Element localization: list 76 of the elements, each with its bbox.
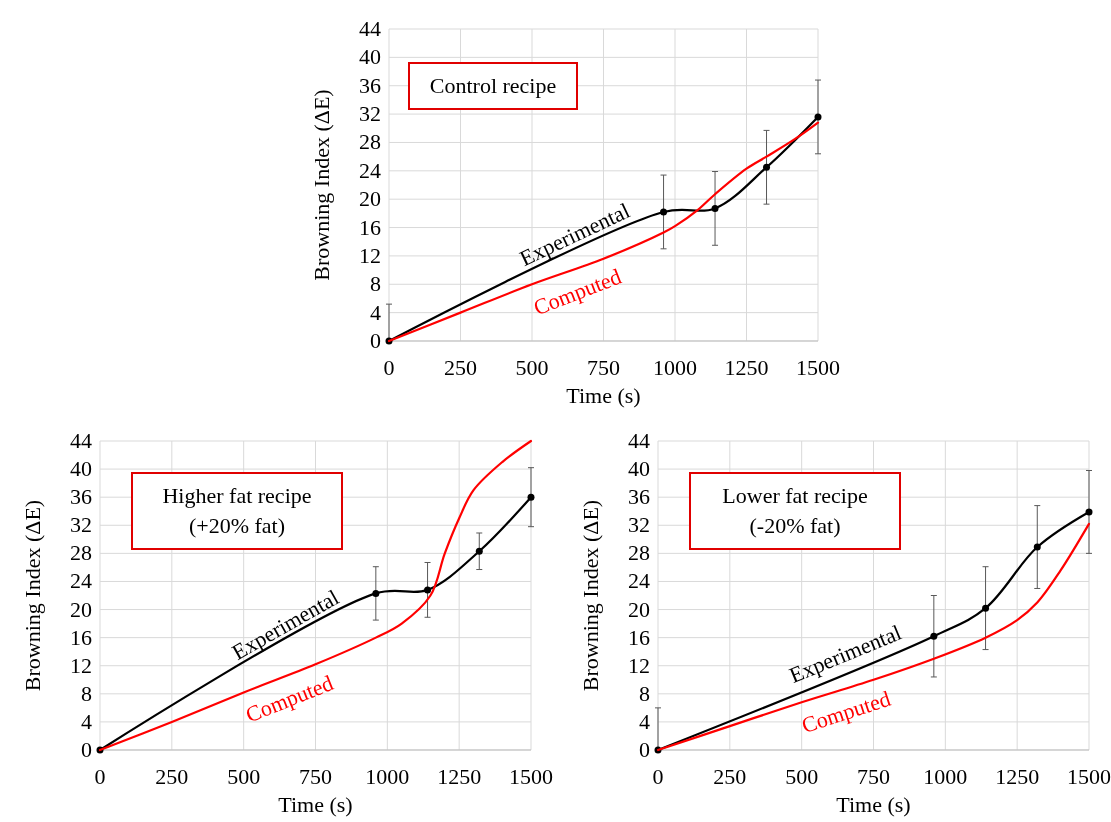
y-tick-label: 4 (81, 708, 92, 734)
y-tick-label: 24 (70, 568, 92, 594)
x-tick-label: 1250 (995, 764, 1040, 789)
y-tick-label: 36 (70, 484, 92, 510)
y-tick-label: 44 (628, 428, 650, 453)
x-tick-label: 250 (713, 764, 747, 789)
x-tick-label: 1500 (509, 764, 553, 789)
point (527, 493, 535, 501)
y-tick-label: 20 (359, 186, 381, 212)
y-tick-label: 0 (370, 328, 381, 353)
x-tick-label: 1000 (923, 764, 968, 789)
y-tick-label: 28 (628, 540, 650, 566)
y-tick-label: 36 (359, 72, 381, 98)
y-tick-label: 32 (70, 512, 92, 538)
annotation: Control recipe (429, 73, 557, 98)
point (1085, 508, 1093, 516)
x-tick-label: 250 (444, 355, 477, 380)
y-tick-label: 0 (81, 737, 92, 762)
y-tick-label: 28 (70, 540, 92, 566)
line-series (98, 439, 533, 752)
x-axis-title: Time (s) (278, 792, 353, 817)
x-tick-label: 1500 (796, 355, 840, 380)
y-tick-label: 32 (628, 512, 650, 538)
x-tick-label: 500 (785, 764, 819, 789)
x-tick-label: 1000 (653, 355, 697, 380)
y-tick-label: 16 (359, 214, 381, 240)
x-axis-title: Time (s) (836, 792, 911, 817)
y-tick-label: 40 (70, 456, 92, 482)
y-tick-label: 8 (639, 680, 650, 706)
y-tick-label: 0 (639, 737, 650, 762)
y-tick-label: 4 (370, 299, 381, 325)
x-tick-label: 750 (299, 764, 332, 789)
y-tick-label: 20 (70, 596, 92, 622)
point (814, 113, 822, 121)
y-tick-label: 32 (359, 101, 381, 127)
y-axis-title: Browning Index (ΔE) (578, 499, 603, 692)
y-tick-label: 4 (639, 708, 650, 734)
y-tick-label: 12 (70, 652, 92, 678)
y-tick-label: 20 (628, 596, 650, 622)
point (660, 208, 668, 216)
y-tick-label: 44 (359, 16, 381, 41)
y-tick-label: 44 (70, 428, 92, 453)
x-tick-label: 250 (155, 764, 189, 789)
point (372, 589, 380, 597)
y-tick-label: 36 (628, 484, 650, 510)
y-tick-label: 12 (628, 652, 650, 678)
y-axis-title: Browning Index (ΔE) (20, 499, 45, 692)
point (763, 163, 771, 171)
x-tick-label: 1500 (1067, 764, 1111, 789)
point (1033, 543, 1041, 551)
y-tick-label: 8 (370, 271, 381, 297)
y-tick-label: 16 (628, 624, 650, 650)
x-tick-label: 500 (515, 355, 549, 380)
x-tick-label: 500 (227, 764, 261, 789)
y-axis-title: Browning Index (ΔE) (309, 89, 334, 281)
y-tick-label: 8 (81, 680, 92, 706)
x-tick-label: 1000 (365, 764, 410, 789)
y-tick-label: 28 (359, 129, 381, 155)
y-tick-label: 40 (628, 456, 650, 482)
y-tick-label: 24 (628, 568, 650, 594)
point (711, 204, 719, 212)
point (475, 547, 483, 555)
annotation: Lower fat recipe (-20% fat) (722, 483, 868, 538)
y-tick-label: 24 (359, 157, 381, 183)
annotation: Higher fat recipe (+20% fat) (162, 483, 312, 538)
x-tick-label: 1250 (437, 764, 482, 789)
x-tick-label: 1250 (724, 355, 769, 380)
point (424, 586, 432, 594)
x-tick-label: 750 (857, 764, 890, 789)
point (982, 604, 990, 612)
y-tick-label: 12 (359, 242, 381, 268)
x-tick-label: 750 (587, 355, 620, 380)
y-tick-label: 40 (359, 44, 381, 70)
y-tick-label: 16 (70, 624, 92, 650)
x-axis-title: Time (s) (566, 383, 641, 408)
point (930, 632, 938, 640)
